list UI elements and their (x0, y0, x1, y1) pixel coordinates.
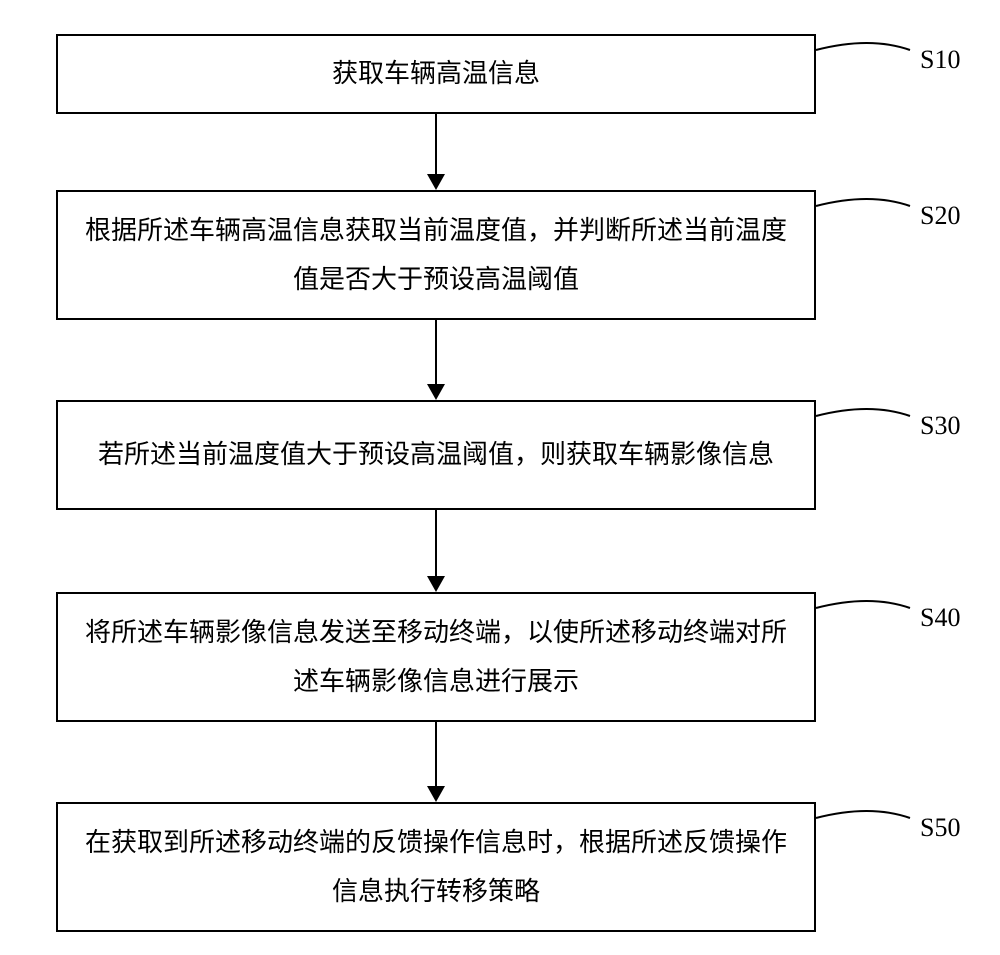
flowchart-canvas: 获取车辆高温信息 S10 根据所述车辆高温信息获取当前温度值，并判断所述当前温度… (0, 0, 1000, 955)
step-label-text: S50 (920, 813, 960, 842)
leader-line-s50 (0, 0, 1000, 955)
step-label-s50: S50 (920, 813, 960, 843)
